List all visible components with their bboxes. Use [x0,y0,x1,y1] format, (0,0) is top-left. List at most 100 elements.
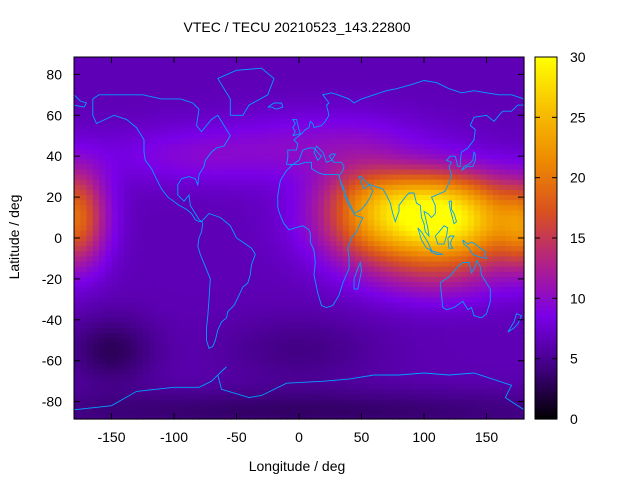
heatmap-cell [80,195,88,201]
heatmap-cell [305,241,313,247]
heatmap-cell [424,327,431,334]
heatmap-cell [149,67,156,73]
heatmap-cell [236,322,244,329]
heatmap-cell [349,251,356,257]
heatmap-cell [324,322,331,329]
heatmap-cell [499,333,506,339]
heatmap-cell [386,57,394,63]
heatmap-cell [255,281,263,288]
heatmap-cell [274,215,281,222]
heatmap-cell [467,230,475,237]
heatmap-cell [236,327,244,334]
heatmap-cell [186,133,194,140]
heatmap-cell [324,358,331,365]
heatmap-cell [461,287,469,293]
heatmap-cell [480,210,488,217]
heatmap-cell [105,128,113,135]
heatmap-cell [442,164,450,171]
heatmap-cell [380,374,388,380]
heatmap-cell [211,368,219,375]
heatmap-cell [180,92,188,99]
heatmap-cell [367,169,375,176]
heatmap-cell [455,195,463,201]
heatmap-cell [311,113,319,119]
heatmap-cell [211,195,219,201]
heatmap-cell [267,103,275,109]
heatmap-cell [136,220,144,227]
heatmap-cell [74,409,81,416]
heatmap-cell [392,220,400,227]
heatmap-cell [92,159,100,165]
heatmap-cell [355,368,363,375]
heatmap-cell [311,210,319,217]
heatmap-cell [124,333,131,339]
heatmap-cell [161,235,169,242]
heatmap-cell [405,261,413,268]
heatmap-cell [411,189,419,196]
heatmap-cell [442,256,450,263]
heatmap-cell [511,363,519,370]
heatmap-cell [86,246,94,252]
heatmap-cell [105,271,113,278]
heatmap-cell [474,399,481,406]
heatmap-cell [142,317,150,324]
heatmap-cell [480,276,488,283]
heatmap-cell [192,292,200,298]
heatmap-cell [161,195,169,201]
heatmap-cell [180,128,188,135]
heatmap-cell [455,108,463,114]
heatmap-cell [386,123,394,130]
heatmap-cell [230,312,238,319]
heatmap-cell [136,404,144,411]
heatmap-cell [442,338,450,344]
heatmap-cell [267,353,275,360]
heatmap-cell [492,384,500,390]
heatmap-cell [424,169,431,176]
heatmap-cell [192,128,200,135]
heatmap-cell [130,276,138,283]
heatmap-cell [305,246,313,252]
heatmap-cell [474,322,481,329]
heatmap-cell [349,317,356,324]
heatmap-cell [342,210,350,217]
heatmap-cell [199,368,206,375]
heatmap-cell [255,399,263,406]
heatmap-cell [486,333,494,339]
heatmap-cell [149,261,156,268]
heatmap-cell [361,230,369,237]
heatmap-cell [149,123,156,130]
heatmap-cell [117,338,125,344]
heatmap-cell [167,195,175,201]
heatmap-cell [342,82,350,89]
heatmap-cell [92,246,100,252]
heatmap-cell [299,57,306,63]
heatmap-cell [449,363,456,370]
heatmap-cell [267,87,275,94]
heatmap-cell [442,195,450,201]
heatmap-cell [99,281,106,288]
heatmap-cell [217,77,225,84]
heatmap-cell [161,292,169,298]
heatmap-cell [292,164,300,171]
heatmap-cell [261,77,269,84]
heatmap-cell [374,77,381,84]
heatmap-cell [374,113,381,119]
heatmap-cell [461,169,469,176]
heatmap-cell [405,123,413,130]
heatmap-cell [161,169,169,176]
heatmap-cell [261,363,269,370]
heatmap-cell [205,246,213,252]
heatmap-cell [492,184,500,191]
heatmap-cell [430,292,438,298]
heatmap-cell [261,143,269,150]
heatmap-cell [242,87,250,94]
heatmap-cell [267,235,275,242]
heatmap-cell [230,138,238,145]
heatmap-cell [386,353,394,360]
heatmap-cell [405,57,413,63]
heatmap-cell [86,169,94,176]
heatmap-cell [317,77,325,84]
heatmap-cell [130,389,138,396]
heatmap-cell [280,133,288,140]
heatmap-cell [105,261,113,268]
